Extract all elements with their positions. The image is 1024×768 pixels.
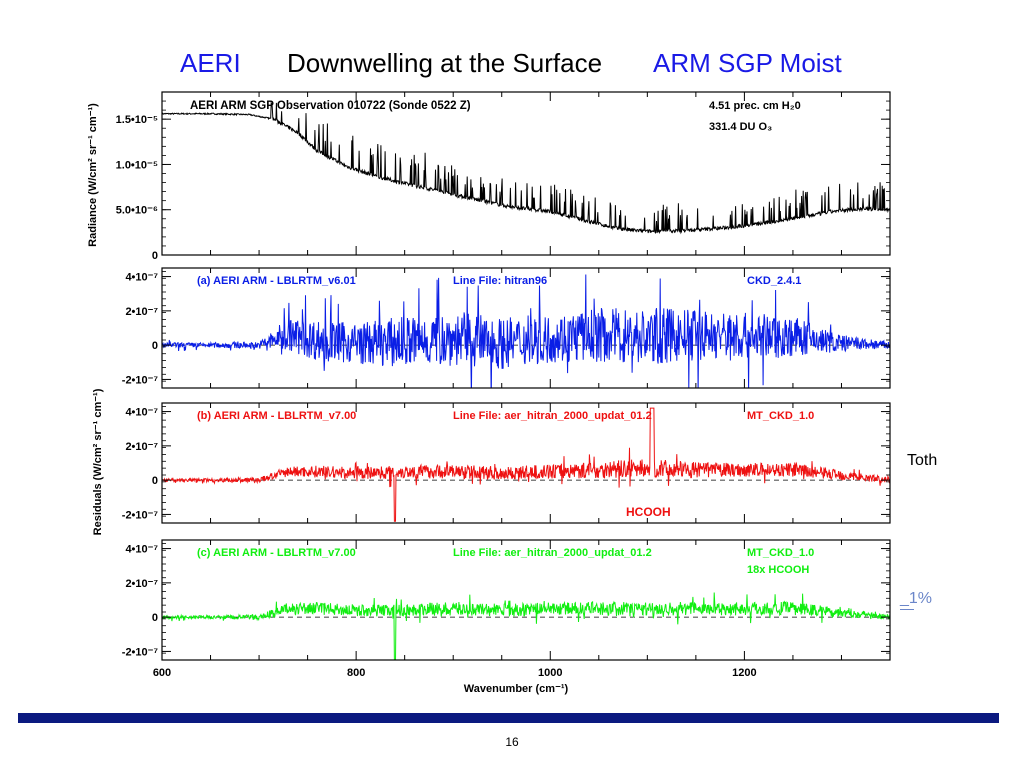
series-line-residual_c [162,592,890,660]
slide-title: AERI Downwelling at the Surface ARM SGP … [0,48,1024,88]
ytick-label-residual_a: 4•10⁻⁷ [125,272,158,284]
panel-label-residual_c: (c) AERI ARM - LBLRTM_v7.00 [197,547,356,559]
series-line-radiance [162,101,890,235]
title-aeri: AERI [180,48,241,78]
page-number: 16 [505,735,519,749]
note-water-vapor: 4.51 prec. cm H₂0 [709,100,801,112]
y-axis-label-radiance: Radiance (W/cm² sr⁻¹ cm⁻¹) [87,103,99,247]
ytick-label-residual_c: -2•10⁻⁷ [122,646,159,658]
percent-underline [900,609,914,610]
ytick-label-residual_c: 0 [152,612,158,624]
x-axis-label: Wavenumber (cm⁻¹) [464,683,569,695]
plot-frame-residual_b [161,402,891,524]
ytick-label-residual_b: 4•10⁻⁷ [125,407,158,419]
ytick-label-radiance: 5.0•10⁻⁶ [116,205,158,217]
hcooh-scale-label: 18x HCOOH [747,564,809,576]
xtick-label: 800 [347,667,365,679]
ckd-label-residual_c: MT_CKD_1.0 [747,547,814,559]
ytick-label-residual_a: -2•10⁻⁷ [122,374,159,386]
ytick-label-radiance: 0 [152,250,158,262]
series-line-residual_b [162,407,890,522]
ckd-label-residual_a: CKD_2.4.1 [747,275,801,287]
plot-frame-residual_c [161,539,891,661]
xtick-label: 1000 [538,667,562,679]
line-file-label-residual_b: Line File: aer_hitran_2000_updat_01.2 [453,410,652,422]
ckd-label-residual_b: MT_CKD_1.0 [747,410,814,422]
title-main: Downwelling at the Surface [287,48,603,78]
panel-title-radiance: AERI ARM SGP Observation 010722 (Sonde 0… [190,100,471,112]
ytick-label-residual_b: 2•10⁻⁷ [125,441,158,453]
note-ozone: 331.4 DU O₃ [709,121,772,133]
y-axis-label-residuals: Residuals (W/cm² sr⁻¹ cm⁻¹) [92,388,104,535]
ytick-label-residual_c: 4•10⁻⁷ [125,544,158,556]
footer-bar [18,713,999,723]
panel-label-residual_b: (b) AERI ARM - LBLRTM_v7.00 [197,410,356,422]
series-line-residual_a [162,274,890,388]
note-toth: Toth [907,452,938,469]
plot-frame-residual_a [161,267,891,389]
ytick-label-residual_b: 0 [152,475,158,487]
note-percent: _1% [900,590,933,607]
panel-label-residual_a: (a) AERI ARM - LBLRTM_v6.01 [197,275,356,287]
ytick-label-residual_b: -2•10⁻⁷ [122,509,159,521]
xtick-label: 600 [153,667,171,679]
ytick-label-residual_c: 2•10⁻⁷ [125,578,158,590]
xtick-label: 1200 [732,667,756,679]
title-arm-sgp: ARM SGP Moist [653,48,842,78]
hcooh-annotation: HCOOH [626,505,671,519]
ytick-label-radiance: 1.5•10⁻⁵ [116,114,158,126]
line-file-label-residual_a: Line File: hitran96 [453,275,547,287]
ytick-label-radiance: 1.0•10⁻⁵ [116,159,158,171]
line-file-label-residual_c: Line File: aer_hitran_2000_updat_01.2 [453,547,652,559]
figure: 0 5.0•10⁻⁶ 1.0•10⁻⁵ 1.5•10⁻⁵ AERI ARM SGP Ob… [87,91,891,695]
ytick-label-residual_a: 0 [152,340,158,352]
ytick-label-residual_a: 2•10⁻⁷ [125,306,158,318]
